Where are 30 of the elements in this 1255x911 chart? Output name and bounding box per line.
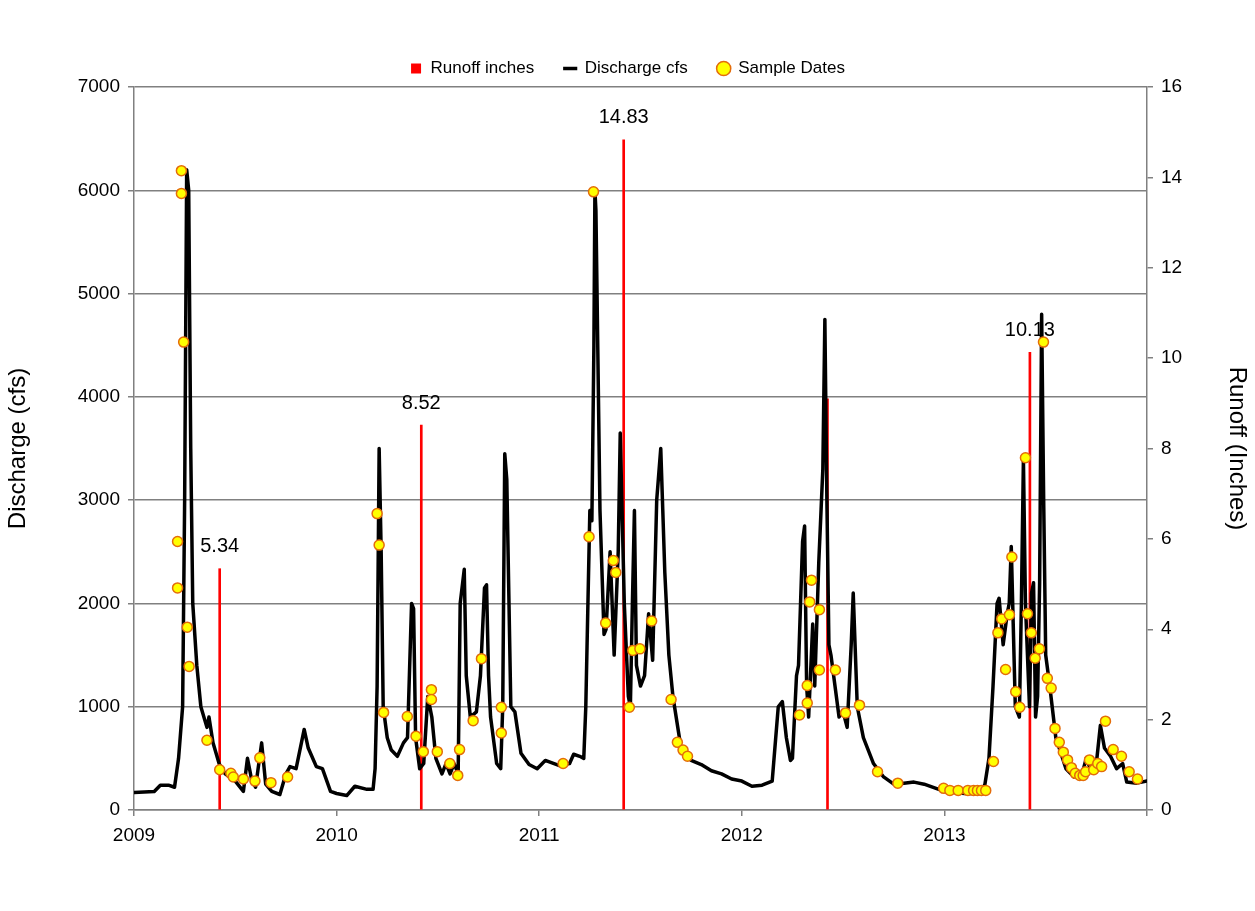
y2-tick-label: 14	[1161, 165, 1183, 187]
y-tick-label: 7000	[77, 75, 120, 97]
data-label: 8.52	[401, 390, 441, 413]
x-tick-label: 2011	[518, 823, 560, 845]
y-axis-title: Discharge (cfs)	[3, 367, 31, 530]
y-tick-label: 0	[109, 798, 120, 820]
x-tick-label: 2013	[923, 823, 966, 845]
y2-tick-label: 12	[1161, 255, 1183, 277]
x-tick-label: 2010	[315, 823, 358, 845]
y2-tick-label: 10	[1161, 346, 1183, 368]
y-tick-label: 6000	[77, 178, 120, 200]
x-tick-label: 2012	[720, 823, 763, 845]
legend-label: Discharge cfs	[584, 58, 688, 78]
y2-tick-label: 16	[1161, 75, 1183, 97]
y2-tick-label: 6	[1161, 527, 1172, 549]
y2-tick-label: 0	[1161, 798, 1172, 820]
y2-axis-title: Runoff (Inches)	[1224, 366, 1252, 531]
y-tick-label: 4000	[77, 385, 120, 407]
data-label: 5.34	[200, 534, 240, 557]
y-tick-label: 5000	[77, 281, 120, 303]
y2-tick-label: 4	[1161, 617, 1172, 639]
x-tick-label: 2009	[112, 823, 156, 845]
legend-label: Sample Dates	[738, 58, 845, 78]
y-tick-label: 2000	[77, 591, 120, 613]
y2-tick-label: 8	[1161, 436, 1172, 458]
data-label: 14.83	[598, 105, 649, 128]
y-tick-label: 3000	[77, 488, 120, 510]
legend-label: Runoff inches	[430, 58, 535, 78]
y2-tick-label: 2	[1161, 707, 1172, 729]
y-tick-label: 1000	[77, 694, 120, 716]
